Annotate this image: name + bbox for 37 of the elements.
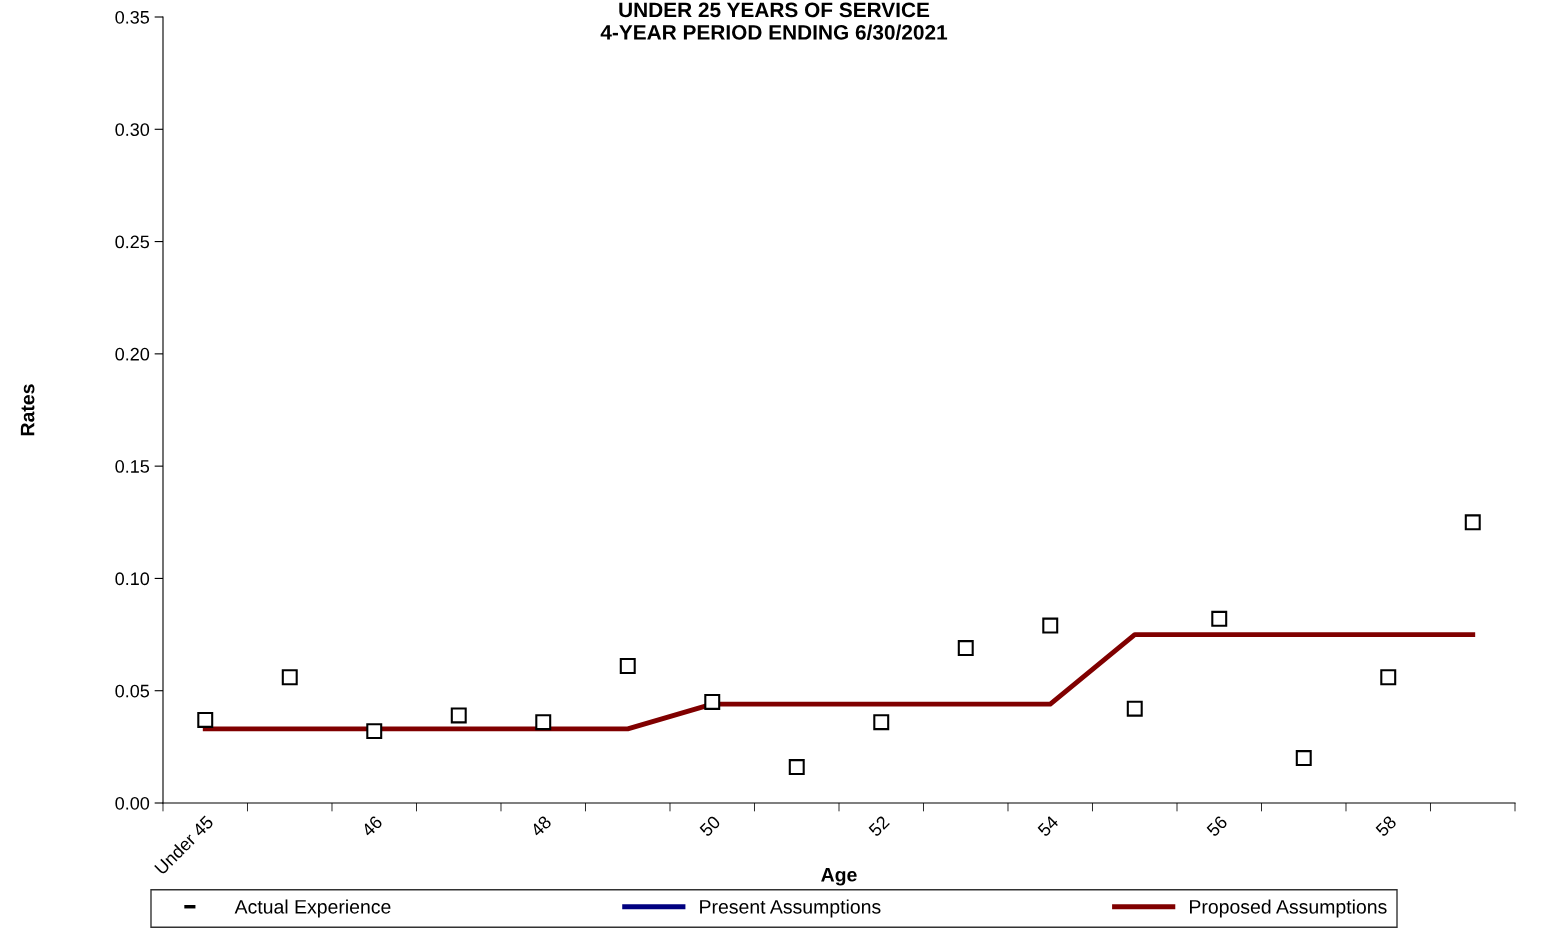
- point: [281, 669, 298, 686]
- chart-title: UNDER 25 YEARS OF SERVICE 4-YEAR PERIOD ENDING 6/30/2021: [600, 2, 948, 40]
- point: [1295, 750, 1312, 767]
- y-tick-label: 0.00: [115, 796, 150, 810]
- y-tick-label: 0.20: [115, 347, 150, 361]
- point: [450, 707, 467, 724]
- x-tick-label: 54: [1037, 814, 1060, 838]
- y-tick-label: 0.35: [115, 10, 150, 24]
- y-tick-label: 0.30: [115, 123, 150, 137]
- point: [704, 693, 721, 710]
- point: [1211, 610, 1228, 627]
- legend-label: Present Assumptions: [700, 899, 881, 918]
- point: [1380, 669, 1397, 686]
- x-tick-label: 58: [1374, 815, 1398, 838]
- point: [957, 640, 974, 657]
- y-axis-title: Rates: [20, 384, 35, 436]
- point: [197, 711, 214, 728]
- x-tick-label: 56: [1205, 815, 1229, 838]
- y-tick-label: 0.10: [115, 572, 150, 586]
- point: [873, 714, 890, 731]
- y-tick-label: 0.15: [115, 460, 150, 473]
- point: [1126, 700, 1143, 717]
- point: [788, 759, 805, 776]
- x-tick-label: 46: [360, 815, 384, 838]
- x-axis-title: Age: [821, 868, 857, 886]
- point: [366, 723, 383, 740]
- y-tick-label: 0.25: [115, 235, 150, 249]
- x-tick-label: 52: [867, 815, 890, 838]
- point: [1464, 514, 1481, 531]
- point: [1042, 617, 1059, 634]
- point: [619, 658, 636, 674]
- y-tick-label: 0.05: [115, 684, 150, 698]
- legend-label: Proposed Assumptions: [1190, 899, 1387, 918]
- legend-label: Actual Experience: [234, 899, 391, 918]
- x-tick-label: 50: [698, 814, 722, 838]
- x-tick-label: 48: [529, 815, 553, 838]
- point: [535, 714, 552, 731]
